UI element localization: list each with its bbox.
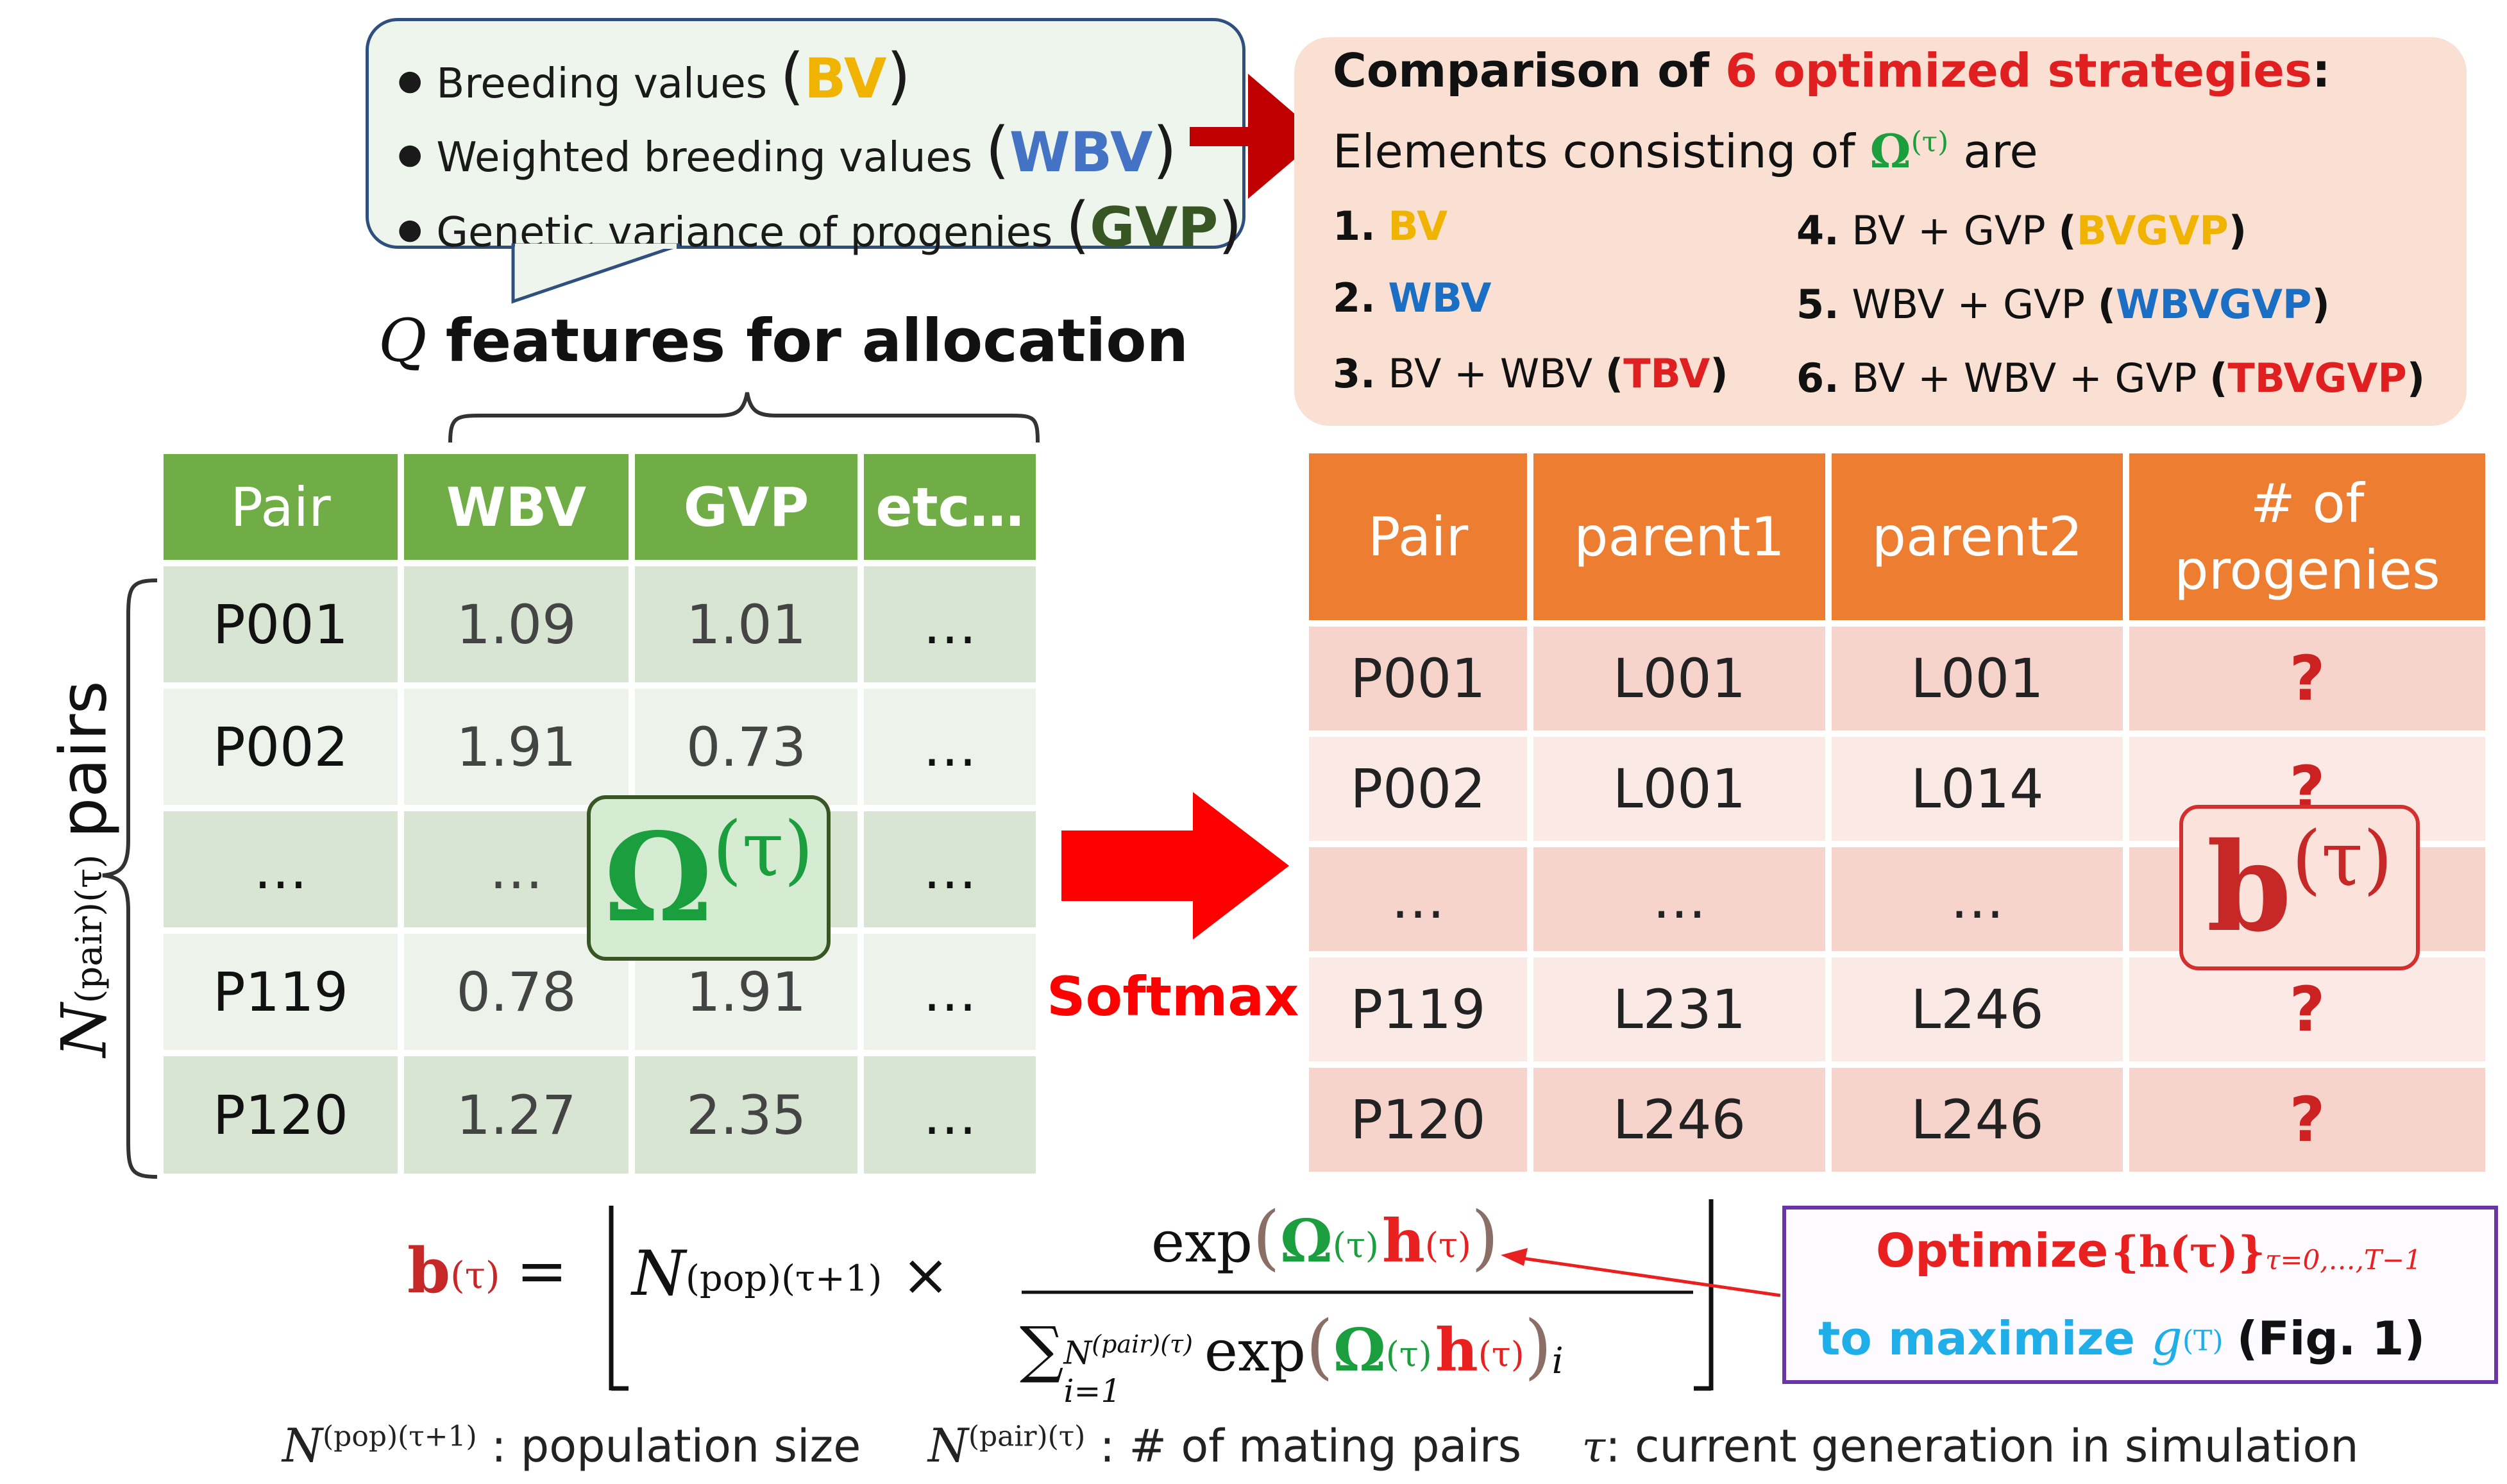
- table-cell: …: [1530, 844, 1828, 954]
- comparison-subtitle: Elements consisting of Ω(τ) are: [1333, 124, 2038, 178]
- right-header-pair: Pair: [1306, 450, 1530, 623]
- top-brace: [448, 392, 1040, 443]
- table-cell: …: [160, 808, 401, 931]
- table-cell: …: [861, 931, 1039, 1053]
- table-cell: P119: [160, 931, 401, 1053]
- formula-lhs: b(τ) =: [407, 1235, 568, 1307]
- strategy-item-6: 6. BV + WBV + GVP (TBVGVP): [1796, 355, 2426, 401]
- table-cell: L001: [1530, 734, 1828, 844]
- table-cell: L014: [1828, 734, 2126, 844]
- formula-npop: N(pop)(τ+1) ×: [632, 1238, 950, 1310]
- table-cell: …: [1828, 844, 2126, 954]
- optimize-box: Optimize {h(τ)}τ=0,…,T−1 to maximize g(T…: [1782, 1206, 2498, 1384]
- table-cell: P120: [160, 1053, 401, 1177]
- legend: N(pop)(τ+1) : population size N(pair)(τ)…: [282, 1419, 2359, 1472]
- bubble-item-bv: ● Breeding values (BV): [398, 40, 911, 112]
- right-header-progenies: # of progenies: [2126, 450, 2488, 623]
- features-title: Q features for allocation: [378, 307, 1189, 375]
- table-cell: ?: [2126, 623, 2488, 734]
- table-cell: P001: [1306, 623, 1530, 734]
- table-cell: L001: [1530, 623, 1828, 734]
- table-cell: …: [861, 686, 1039, 808]
- comparison-box: Comparison of 6 optimized strategies: El…: [1294, 37, 2467, 426]
- optimize-line1: Optimize {h(τ)}τ=0,…,T−1: [1876, 1224, 2422, 1277]
- strategy-item-3: 3. BV + WBV (TBV): [1333, 350, 1728, 397]
- right-table: Pair parent1 parent2 # of progenies P001…: [1306, 450, 2488, 1175]
- table-cell: P001: [160, 563, 401, 686]
- strategy-item-2: 2. WBV: [1333, 274, 1492, 321]
- table-cell: …: [1306, 844, 1530, 954]
- left-header-etc: etc…: [861, 451, 1039, 563]
- comparison-title: Comparison of 6 optimized strategies:: [1333, 44, 2331, 97]
- table-cell: L246: [1530, 1065, 1828, 1175]
- optimize-line2: to maximize g(T) (Fig. 1): [1818, 1309, 2426, 1366]
- formula-numerator: exp(Ω(τ) h(τ)): [1151, 1196, 1499, 1278]
- b-box: b (τ): [2179, 805, 2420, 970]
- table-cell: …: [861, 1053, 1039, 1177]
- table-cell: L246: [1828, 1065, 2126, 1175]
- table-cell: L001: [1828, 623, 2126, 734]
- left-table: Pair WBV GVP etc… P001 1.09 1.01 … P002 …: [160, 451, 1039, 1177]
- bubble-item-wbv: ● Weighted breeding values (WBV): [398, 114, 1177, 186]
- strategy-item-5: 5. WBV + GVP (WBVGVP): [1796, 281, 2330, 328]
- table-cell: P120: [1306, 1065, 1530, 1175]
- dark-red-arrow: [1190, 74, 1321, 199]
- pointer-arrow: [1513, 1255, 1781, 1297]
- omega-box: Ω (τ): [587, 795, 831, 961]
- table-cell: P002: [160, 686, 401, 808]
- table-cell: ?: [2126, 954, 2488, 1065]
- table-cell: ?: [2126, 1065, 2488, 1175]
- table-cell: 2.35: [632, 1053, 861, 1177]
- table-cell: 0.78: [401, 931, 632, 1053]
- table-cell: 1.91: [401, 686, 632, 808]
- feature-bubble: ● Breeding values (BV) ● Weighted breeding…: [366, 18, 1245, 261]
- table-cell: …: [861, 808, 1039, 931]
- table-cell: 1.01: [632, 563, 861, 686]
- table-cell: L231: [1530, 954, 1828, 1065]
- softmax-arrow: [1061, 792, 1289, 940]
- strategy-item-4: 4. BV + GVP (BVGVP): [1796, 207, 2247, 254]
- right-header-parent1: parent1: [1530, 450, 1828, 623]
- table-cell: 0.73: [632, 686, 861, 808]
- left-header-wbv: WBV: [401, 451, 632, 563]
- right-header-parent2: parent2: [1828, 450, 2126, 623]
- left-header-pair: Pair: [160, 451, 401, 563]
- formula-denominator: ∑ N(pair)(τ) i=1 exp(Ω(τ) h(τ))i: [1020, 1305, 1564, 1410]
- table-cell: P119: [1306, 954, 1530, 1065]
- table-cell: …: [861, 563, 1039, 686]
- bubble-tail: [511, 243, 680, 304]
- table-cell: 1.27: [401, 1053, 632, 1177]
- pairs-side-label: N(pair)(τ) pairs: [46, 680, 121, 1058]
- strategy-item-1: 1. BV: [1333, 203, 1448, 249]
- table-cell: 1.09: [401, 563, 632, 686]
- softmax-label: Softmax: [1047, 965, 1299, 1028]
- left-header-gvp: GVP: [632, 451, 861, 563]
- table-cell: L246: [1828, 954, 2126, 1065]
- left-brace: [102, 578, 158, 1179]
- table-cell: P002: [1306, 734, 1530, 844]
